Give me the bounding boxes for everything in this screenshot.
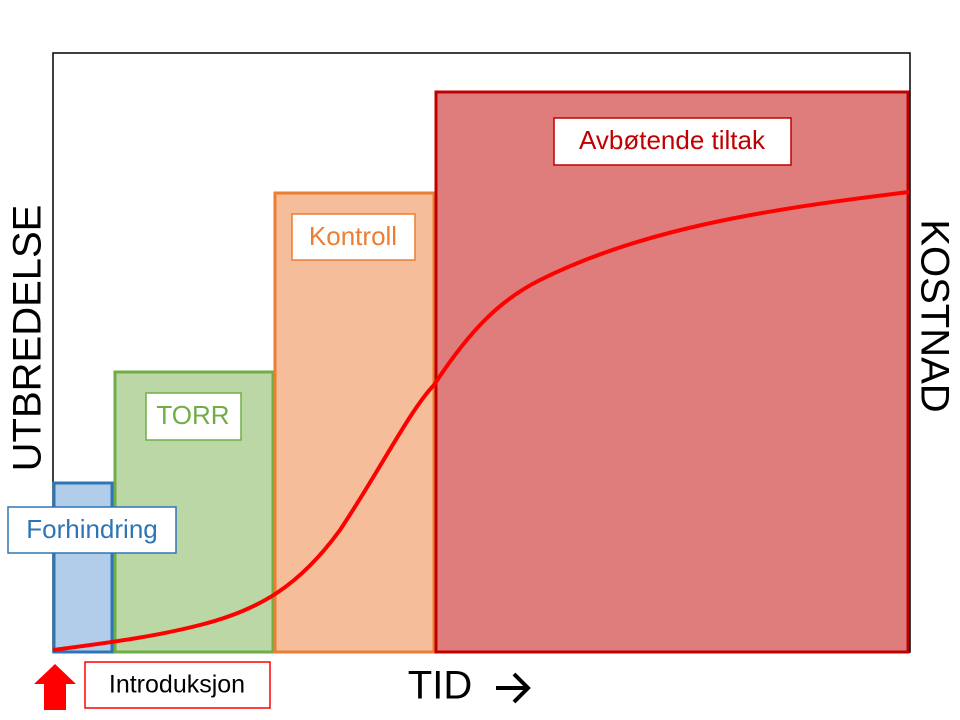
x-axis-arrow xyxy=(496,672,531,704)
start-label: Introduksjon xyxy=(109,671,245,699)
stage-label: Forhindring xyxy=(26,514,158,544)
x-axis-label: TID xyxy=(408,664,472,708)
label-box xyxy=(7,506,177,554)
label-box xyxy=(553,117,792,166)
stage-label: Avbøtende tiltak xyxy=(579,125,766,155)
stage-block xyxy=(273,191,436,654)
stage-label: Kontroll xyxy=(309,221,397,251)
cost-curve xyxy=(52,190,910,652)
y2-axis-label: KOSTNAD xyxy=(912,219,956,412)
y-axis-label: UTBREDELSE xyxy=(6,205,50,472)
stage-label: TORR xyxy=(156,400,229,430)
stage-block xyxy=(434,90,910,654)
label-box xyxy=(84,661,271,709)
label-box xyxy=(145,392,242,441)
label-box xyxy=(291,213,416,261)
start-arrow xyxy=(34,664,76,710)
